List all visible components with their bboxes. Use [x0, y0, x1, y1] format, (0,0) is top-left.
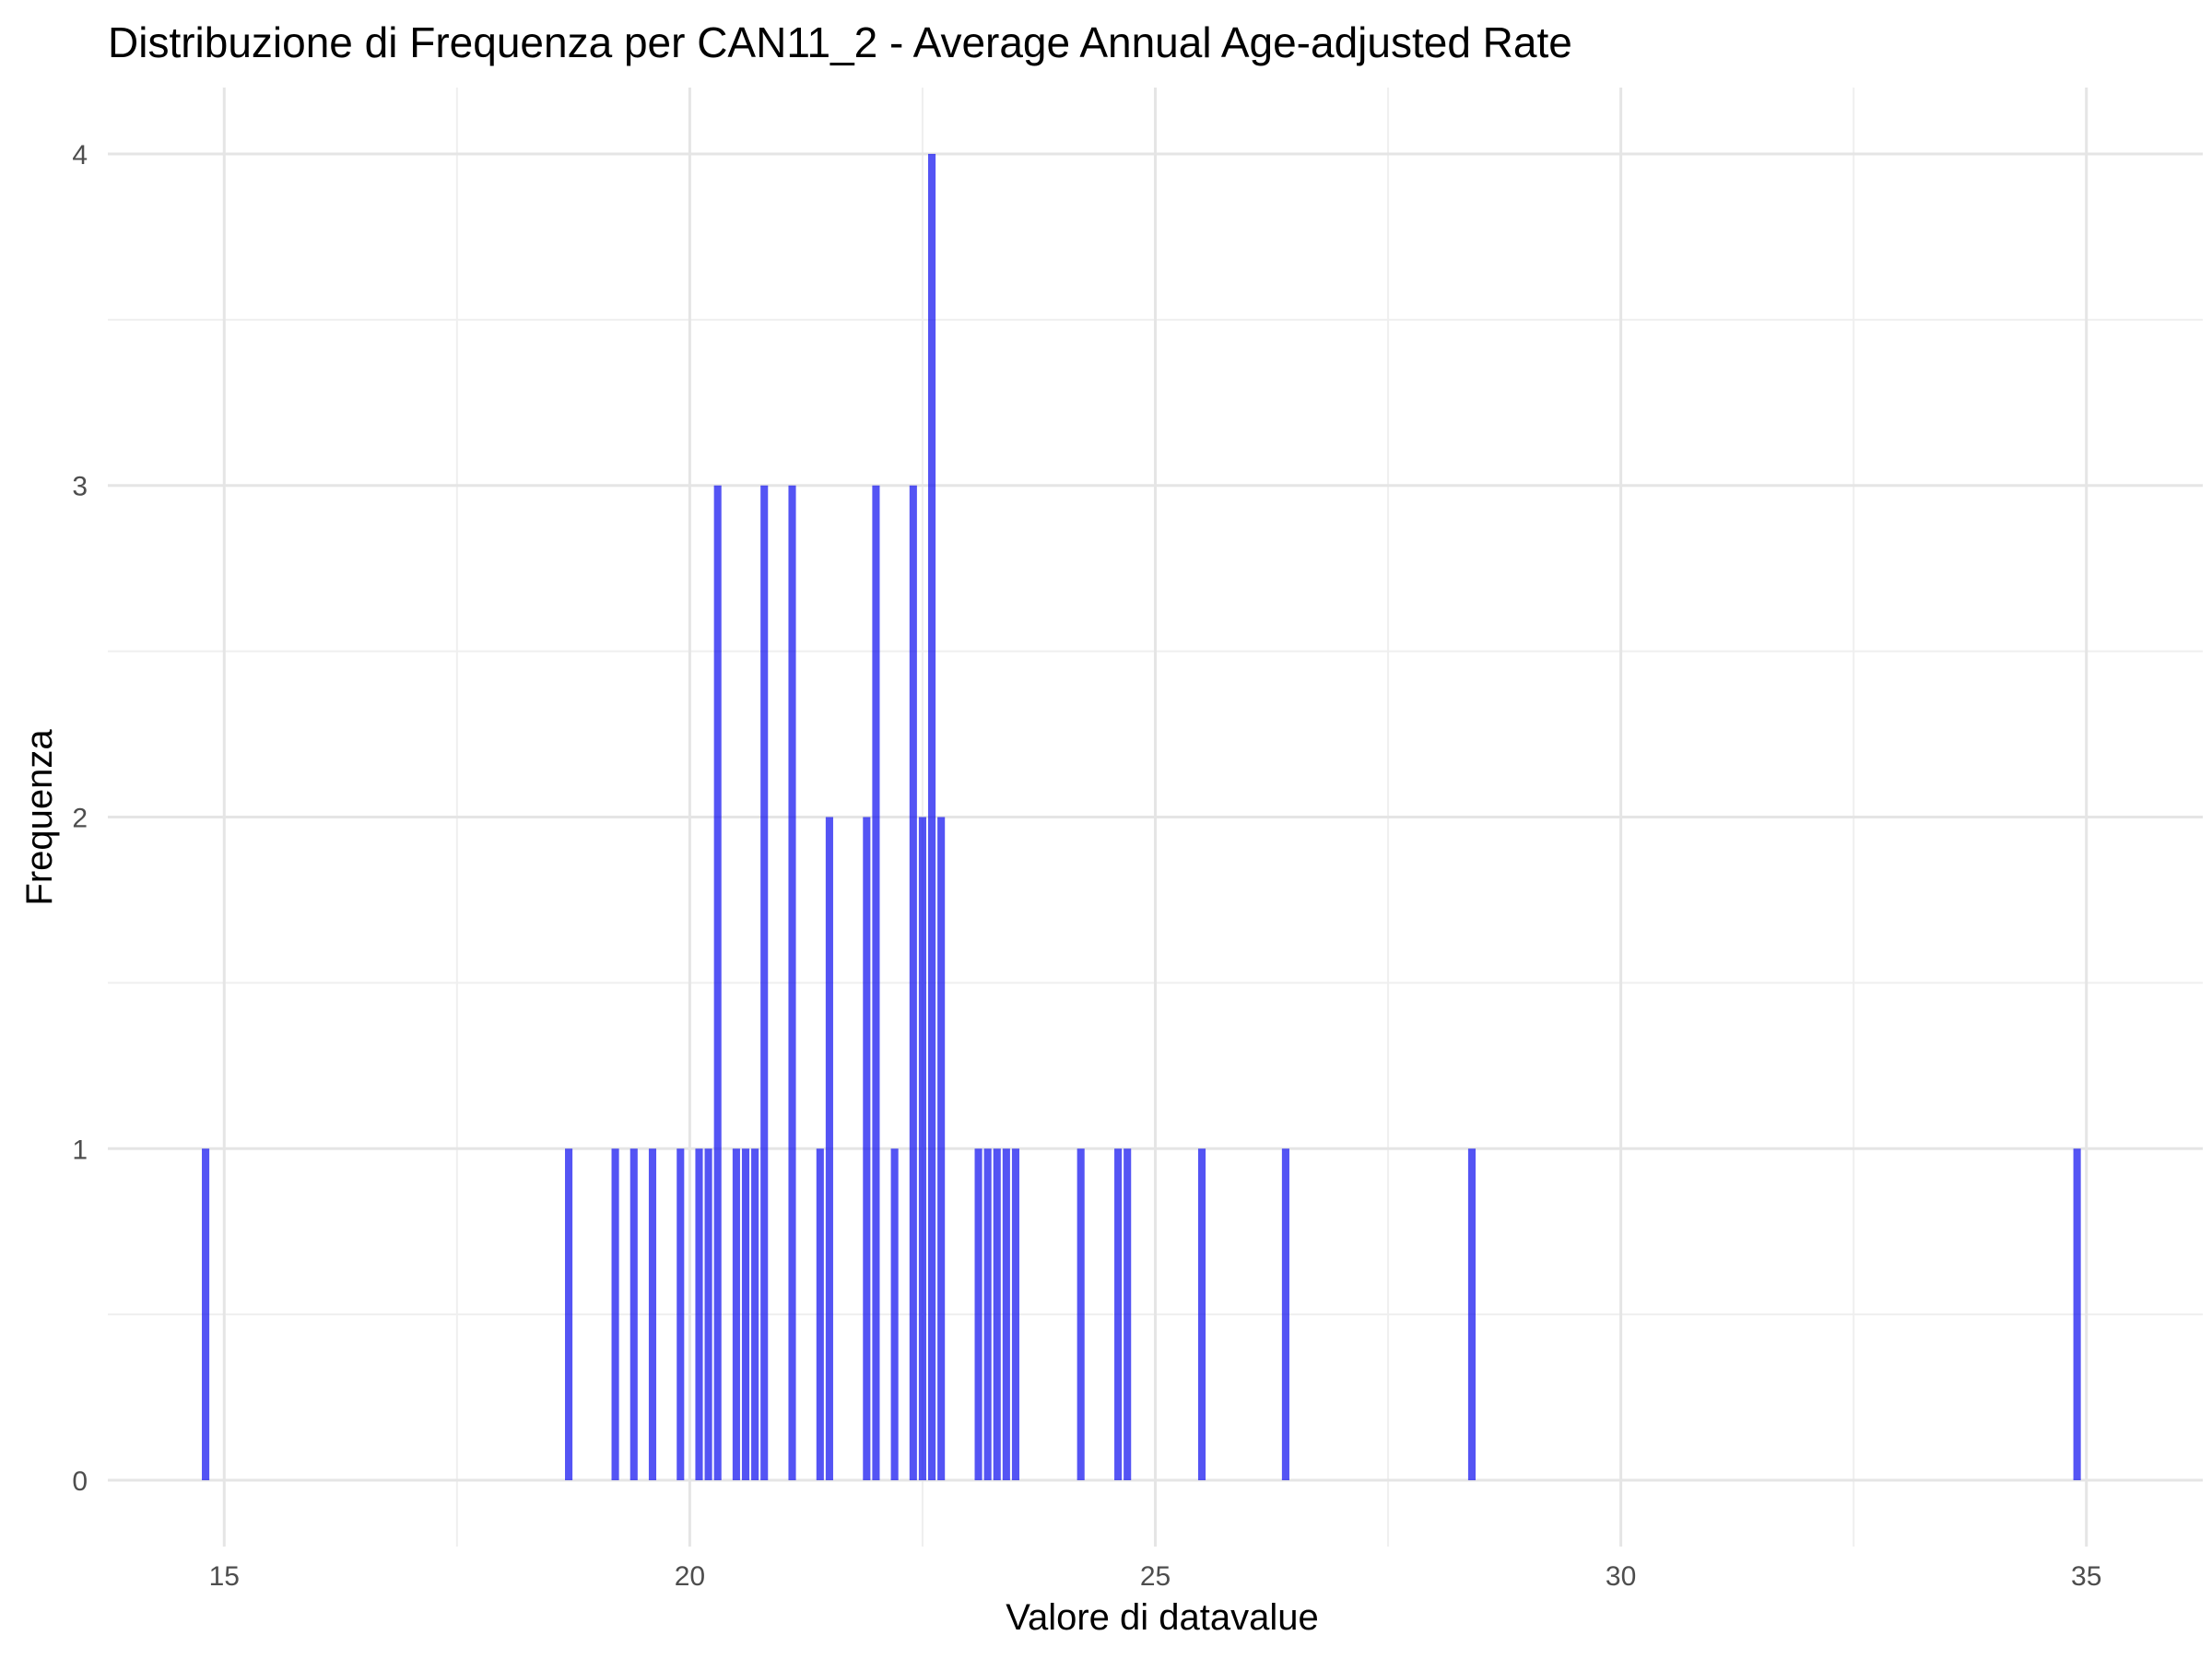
histogram-bar [565, 1148, 573, 1481]
x-tick-label: 35 [2071, 1561, 2101, 1592]
histogram-bar [993, 1148, 1001, 1481]
histogram-bar [704, 1148, 712, 1481]
histogram-bar [751, 1148, 759, 1481]
x-tick-label: 15 [209, 1561, 240, 1592]
histogram-bar [2073, 1148, 2081, 1481]
histogram-bar [1197, 1148, 1206, 1481]
histogram-bar [974, 1148, 982, 1481]
histogram-bar [1124, 1148, 1132, 1481]
grid [108, 88, 2203, 1547]
y-axis-ticks: 0 1 2 3 4 [72, 140, 88, 1497]
histogram-bar [732, 1148, 740, 1481]
histogram-bar [872, 485, 880, 1481]
histogram-bar [1281, 1148, 1289, 1481]
x-tick-label: 20 [675, 1561, 705, 1592]
y-tick-label: 2 [72, 804, 88, 834]
bars [202, 153, 2081, 1481]
histogram-bar [816, 1148, 824, 1481]
histogram-bar [928, 153, 936, 1481]
histogram-bar [1114, 1148, 1123, 1481]
x-tick-label: 30 [1606, 1561, 1636, 1592]
y-tick-label: 0 [72, 1466, 88, 1497]
y-axis-title: Frequenza [19, 729, 60, 906]
histogram-bar [1467, 1148, 1477, 1481]
y-tick-label: 4 [72, 140, 88, 171]
histogram-bar [937, 817, 946, 1481]
histogram-bar [202, 1148, 210, 1481]
y-tick-label: 1 [72, 1135, 88, 1165]
histogram-bar [760, 485, 769, 1481]
histogram-bar [863, 817, 871, 1481]
histogram-bar [695, 1148, 703, 1481]
histogram-bar [918, 817, 926, 1481]
histogram-bar [1011, 1148, 1020, 1481]
x-axis-title: Valore di datavalue [1006, 1597, 1319, 1638]
histogram-bar [1077, 1148, 1085, 1481]
histogram-bar [741, 1148, 750, 1481]
chart-title: Distribuzione di Frequenza per CAN11_2 -… [108, 18, 1572, 66]
histogram-bar [648, 1148, 657, 1481]
y-tick-label: 3 [72, 472, 88, 502]
x-tick-label: 25 [1140, 1561, 1171, 1592]
histogram-bar [677, 1148, 685, 1481]
histogram-bar [713, 485, 722, 1481]
x-axis-ticks: 15 20 25 30 35 [209, 1561, 2102, 1592]
histogram-bar [788, 485, 796, 1481]
histogram-bar [909, 485, 917, 1481]
histogram-bar [890, 1148, 899, 1481]
histogram-bar [629, 1148, 638, 1481]
histogram-bar [983, 1148, 992, 1481]
histogram-bar [1002, 1148, 1010, 1481]
histogram-bar [825, 817, 833, 1481]
histogram-bar [611, 1148, 619, 1481]
